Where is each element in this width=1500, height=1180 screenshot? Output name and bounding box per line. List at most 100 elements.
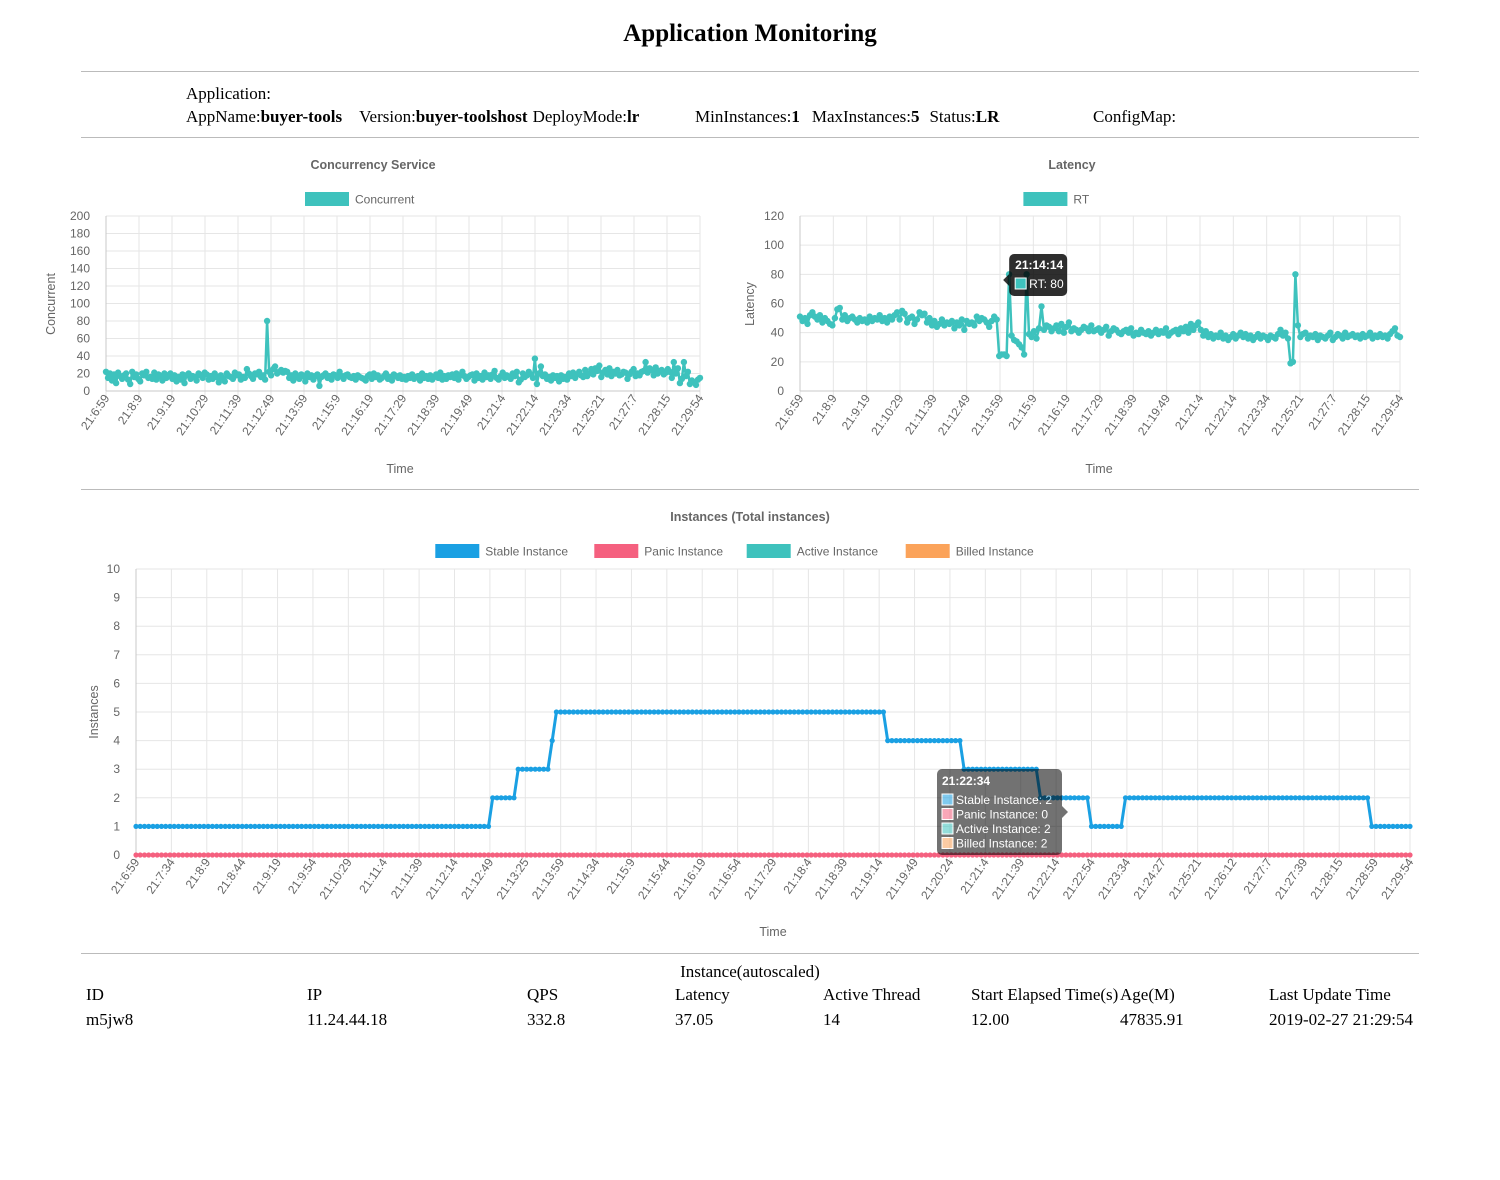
data-point bbox=[1080, 852, 1086, 858]
data-point bbox=[851, 852, 857, 858]
data-point bbox=[958, 316, 965, 323]
data-point bbox=[817, 709, 823, 715]
data-point bbox=[783, 709, 789, 715]
data-point bbox=[834, 709, 840, 715]
data-point bbox=[753, 852, 759, 858]
y-tick-label: 80 bbox=[771, 267, 785, 281]
data-point bbox=[1246, 795, 1252, 801]
data-point bbox=[239, 823, 245, 830]
data-point bbox=[1282, 329, 1289, 336]
data-point bbox=[307, 823, 313, 830]
data-point bbox=[1347, 795, 1354, 801]
data-point bbox=[324, 852, 330, 858]
data-point bbox=[1152, 852, 1158, 858]
legend-label: RT bbox=[1073, 193, 1089, 207]
data-point bbox=[1275, 795, 1281, 801]
data-point bbox=[1059, 852, 1065, 858]
data-point bbox=[1318, 852, 1324, 858]
data-point bbox=[127, 380, 134, 388]
data-point bbox=[1202, 328, 1210, 335]
data-point bbox=[1071, 795, 1078, 801]
data-point bbox=[986, 323, 993, 330]
data-point bbox=[371, 852, 377, 858]
x-tick-label: 21:25:21 bbox=[1268, 391, 1306, 438]
data-point bbox=[1076, 795, 1082, 801]
data-point bbox=[1250, 795, 1256, 801]
data-point bbox=[880, 852, 887, 858]
x-axis-label: Time bbox=[1085, 462, 1112, 476]
data-point bbox=[175, 852, 182, 858]
x-tick-label: 21:14:34 bbox=[564, 855, 602, 902]
data-point bbox=[529, 374, 537, 382]
data-point bbox=[1280, 852, 1286, 858]
data-point bbox=[715, 852, 721, 858]
data-point bbox=[1067, 795, 1073, 801]
data-point bbox=[630, 852, 636, 858]
data-point bbox=[723, 709, 729, 715]
y-tick-label: 40 bbox=[771, 326, 785, 340]
data-point bbox=[299, 852, 305, 858]
data-point bbox=[604, 709, 611, 715]
x-tick-label: 21:12:49 bbox=[458, 855, 496, 902]
data-point bbox=[910, 738, 916, 744]
data-point bbox=[545, 852, 551, 858]
data-point bbox=[1114, 823, 1120, 830]
data-point bbox=[596, 709, 602, 715]
data-point bbox=[570, 709, 577, 715]
data-point bbox=[537, 363, 545, 370]
data-point bbox=[485, 823, 492, 830]
data-point bbox=[596, 852, 602, 858]
x-tick-label: 21:9:19 bbox=[839, 391, 874, 432]
data-point bbox=[1381, 852, 1388, 858]
series-stable-instance bbox=[133, 709, 1413, 830]
data-point bbox=[710, 852, 717, 858]
data-point bbox=[872, 709, 878, 715]
x-tick-label: 21:22:54 bbox=[1060, 855, 1098, 902]
data-point bbox=[609, 709, 615, 715]
data-point bbox=[647, 852, 653, 858]
data-point bbox=[698, 709, 704, 715]
data-point bbox=[209, 823, 215, 830]
data-point bbox=[706, 852, 712, 858]
tooltip-item: Billed Instance: 2 bbox=[956, 837, 1048, 851]
data-point bbox=[914, 852, 921, 858]
data-point bbox=[261, 376, 269, 383]
data-point bbox=[736, 709, 742, 715]
data-point bbox=[808, 709, 814, 715]
x-tick-label: 21:17:29 bbox=[1068, 391, 1106, 438]
data-point bbox=[192, 823, 199, 830]
data-point bbox=[473, 852, 479, 858]
data-point bbox=[328, 823, 334, 830]
data-point bbox=[511, 852, 517, 858]
data-point bbox=[464, 823, 470, 830]
y-tick-label: 120 bbox=[764, 209, 784, 223]
data-point bbox=[1178, 852, 1184, 858]
data-point bbox=[1305, 795, 1311, 801]
data-point bbox=[269, 852, 275, 858]
data-point bbox=[302, 378, 309, 385]
data-point bbox=[507, 795, 513, 801]
data-point bbox=[670, 358, 677, 366]
data-point bbox=[685, 852, 691, 858]
y-tick-label: 80 bbox=[77, 314, 91, 328]
data-point bbox=[1156, 795, 1162, 801]
data-point bbox=[1063, 795, 1069, 801]
data-point bbox=[680, 358, 688, 366]
data-point bbox=[921, 310, 928, 317]
data-point bbox=[1212, 852, 1218, 858]
data-point bbox=[511, 795, 517, 801]
data-point bbox=[333, 852, 339, 858]
y-tick-label: 7 bbox=[113, 648, 120, 662]
x-tick-label: 21:28:59 bbox=[1343, 855, 1381, 902]
x-tick-label: 21:10:29 bbox=[317, 855, 355, 902]
data-point bbox=[1302, 329, 1309, 336]
data-point bbox=[137, 823, 143, 830]
data-point bbox=[239, 852, 245, 858]
data-point bbox=[859, 709, 865, 715]
data-point bbox=[290, 823, 296, 830]
data-point bbox=[1135, 852, 1141, 858]
x-tick-label: 21:24:27 bbox=[1130, 855, 1168, 902]
x-tick-label: 21:19:49 bbox=[1135, 391, 1173, 438]
data-point bbox=[630, 709, 636, 715]
data-point bbox=[855, 709, 861, 715]
